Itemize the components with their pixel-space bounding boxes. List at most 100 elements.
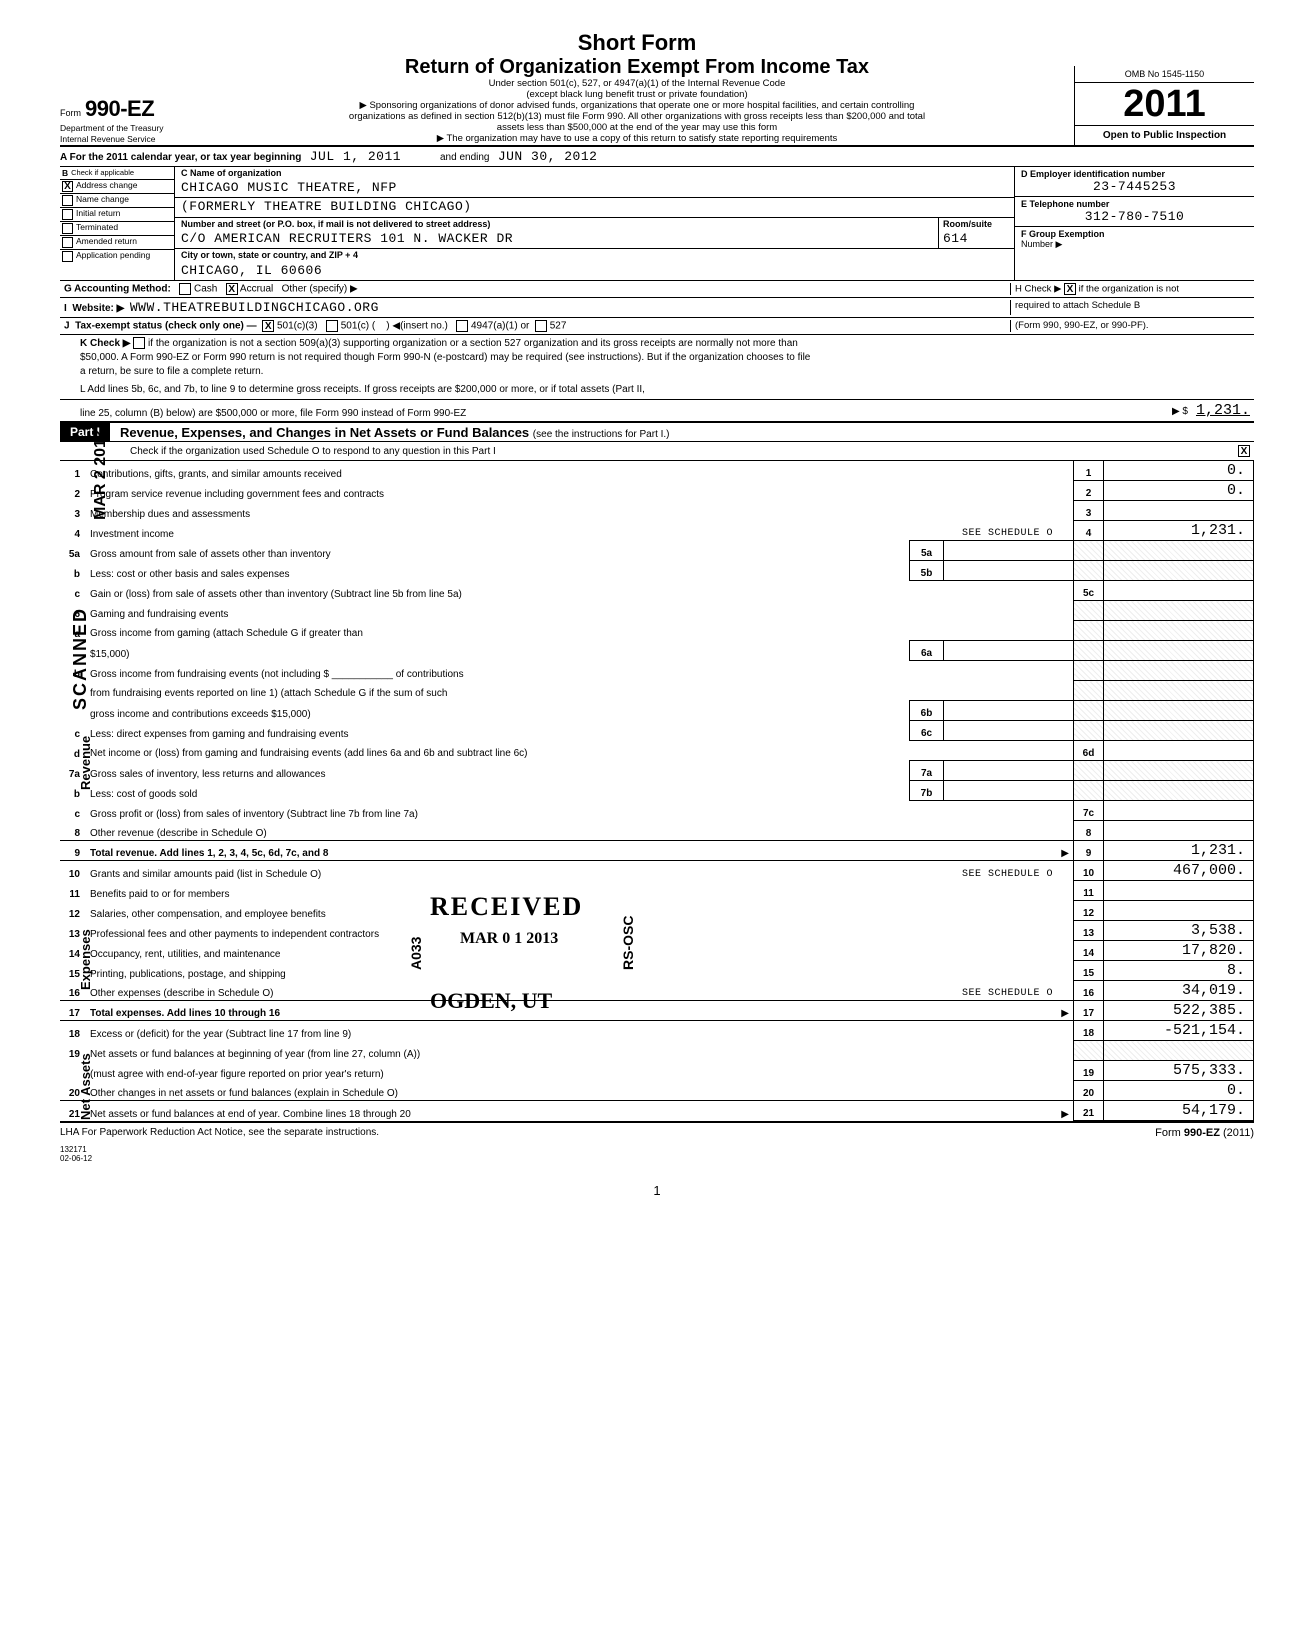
n10: 10 <box>60 861 86 881</box>
i-label: Website: ▶ <box>72 303 124 314</box>
chk-4947[interactable] <box>456 320 468 332</box>
n11: 11 <box>60 881 86 901</box>
rn8: 8 <box>1074 821 1104 841</box>
chk-k[interactable] <box>133 337 145 349</box>
lbl-initial-return: Initial return <box>76 209 120 218</box>
rn18: 18 <box>1074 1021 1104 1041</box>
lbl-name-change: Name change <box>76 195 129 204</box>
sh6b3 <box>1074 701 1104 721</box>
d6c: Less: direct expenses from gaming and fu… <box>86 721 910 741</box>
sb6c: 6c <box>910 721 944 741</box>
sv5a <box>944 541 1074 561</box>
ar9: ▶ <box>1061 848 1069 859</box>
chk-527[interactable] <box>535 320 547 332</box>
n8: 8 <box>60 821 86 841</box>
addr-label: Number and street (or P.O. box, if mail … <box>181 218 938 231</box>
lbl-cash: Cash <box>194 284 217 295</box>
v14: 17,820. <box>1104 941 1254 961</box>
form-id-block: Form 990-EZ Department of the Treasury I… <box>60 96 200 145</box>
j-label: Tax-exempt status (check only one) — <box>75 321 257 332</box>
page-number: 1 <box>60 1183 1254 1198</box>
n18: 18 <box>60 1021 86 1041</box>
v18: -521,154. <box>1104 1021 1254 1041</box>
v9: 1,231. <box>1104 841 1254 861</box>
rn19: 19 <box>1074 1061 1104 1081</box>
title-short-form: Short Form <box>200 30 1074 56</box>
d6a2: $15,000) <box>86 641 910 661</box>
chk-terminated[interactable] <box>62 223 73 234</box>
d7b: Less: cost of goods sold <box>86 781 910 801</box>
d15: Printing, publications, postage, and shi… <box>86 961 1074 981</box>
v4: 1,231. <box>1104 521 1254 541</box>
note16: SEE SCHEDULE O <box>910 981 1074 1001</box>
shv19 <box>1104 1041 1254 1061</box>
sh5a <box>1074 541 1104 561</box>
chk-initial-return[interactable] <box>62 209 73 220</box>
sv6a <box>944 641 1074 661</box>
stamp-a033: A033 <box>408 937 424 970</box>
rn9: 9 <box>1074 841 1104 861</box>
lbl-4947: 4947(a)(1) or <box>471 321 529 332</box>
v8 <box>1104 821 1254 841</box>
chk-501c[interactable] <box>326 320 338 332</box>
shv5a <box>1104 541 1254 561</box>
stamp-scanned: SCANNED <box>70 607 91 710</box>
form-number: 990-EZ <box>85 96 154 122</box>
chk-cash[interactable] <box>179 283 191 295</box>
g-label: G Accounting Method: <box>64 284 171 295</box>
shv6b <box>1104 661 1254 681</box>
n7c: c <box>60 801 86 821</box>
n12: 12 <box>60 901 86 921</box>
chk-name-change[interactable] <box>62 195 73 206</box>
d5b: Less: cost or other basis and sales expe… <box>86 561 910 581</box>
shv5b <box>1104 561 1254 581</box>
d10: Grants and similar amounts paid (list in… <box>86 861 910 881</box>
ar17: ▶ <box>1061 1008 1069 1019</box>
chk-app-pending[interactable] <box>62 251 73 262</box>
v5c <box>1104 581 1254 601</box>
lbl-insert: ) ◀(insert no.) <box>386 321 448 332</box>
j-letter: J <box>64 321 70 332</box>
sv6b <box>944 701 1074 721</box>
dept-treasury: Department of the Treasury <box>60 124 200 133</box>
d-label: D Employer identification number <box>1021 169 1248 179</box>
chk-accrual[interactable]: X <box>226 283 238 295</box>
d6b3: from fundraising events reported on line… <box>86 681 1074 701</box>
rn11: 11 <box>1074 881 1104 901</box>
d19: Net assets or fund balances at beginning… <box>86 1041 1074 1061</box>
ar21: ▶ <box>1061 1109 1069 1120</box>
rn13: 13 <box>1074 921 1104 941</box>
n17: 17 <box>60 1001 86 1021</box>
sh7a <box>1074 761 1104 781</box>
row-a: A For the 2011 calendar year, or tax yea… <box>60 145 1254 166</box>
a-mid: and ending <box>440 152 490 163</box>
chk-501c3[interactable]: X <box>262 320 274 332</box>
b-letter: B <box>62 168 68 178</box>
n3: 3 <box>60 501 86 521</box>
open-to-public: Open to Public Inspection <box>1075 126 1254 145</box>
d1: Contributions, gifts, grants, and simila… <box>86 461 1074 481</box>
sv5b <box>944 561 1074 581</box>
part1-header: Part I Revenue, Expenses, and Changes in… <box>60 421 1254 442</box>
lbl-address-change: Address change <box>76 181 137 190</box>
n4: 4 <box>60 521 86 541</box>
rn15: 15 <box>1074 961 1104 981</box>
lbl-501c: 501(c) ( <box>341 321 375 332</box>
d12: Salaries, other compensation, and employ… <box>86 901 1074 921</box>
sh6c <box>1074 721 1104 741</box>
chk-amended[interactable] <box>62 237 73 248</box>
rn14: 14 <box>1074 941 1104 961</box>
d18: Excess or (deficit) for the year (Subtra… <box>86 1021 1074 1041</box>
sh6b <box>1074 661 1104 681</box>
v6d <box>1104 741 1254 761</box>
row-l: L Add lines 5b, 6c, and 7b, to line 9 to… <box>60 381 1254 399</box>
chk-schedule-o[interactable]: X <box>1238 445 1250 457</box>
v2: 0. <box>1104 481 1254 501</box>
room-label: Room/suite <box>943 218 1008 231</box>
title-block: Short Form Return of Organization Exempt… <box>200 30 1074 145</box>
side-netassets: Net Assets <box>78 1053 93 1120</box>
sv7b <box>944 781 1074 801</box>
chk-address-change[interactable]: X <box>62 181 73 192</box>
chk-h[interactable]: X <box>1064 283 1076 295</box>
n5b: b <box>60 561 86 581</box>
